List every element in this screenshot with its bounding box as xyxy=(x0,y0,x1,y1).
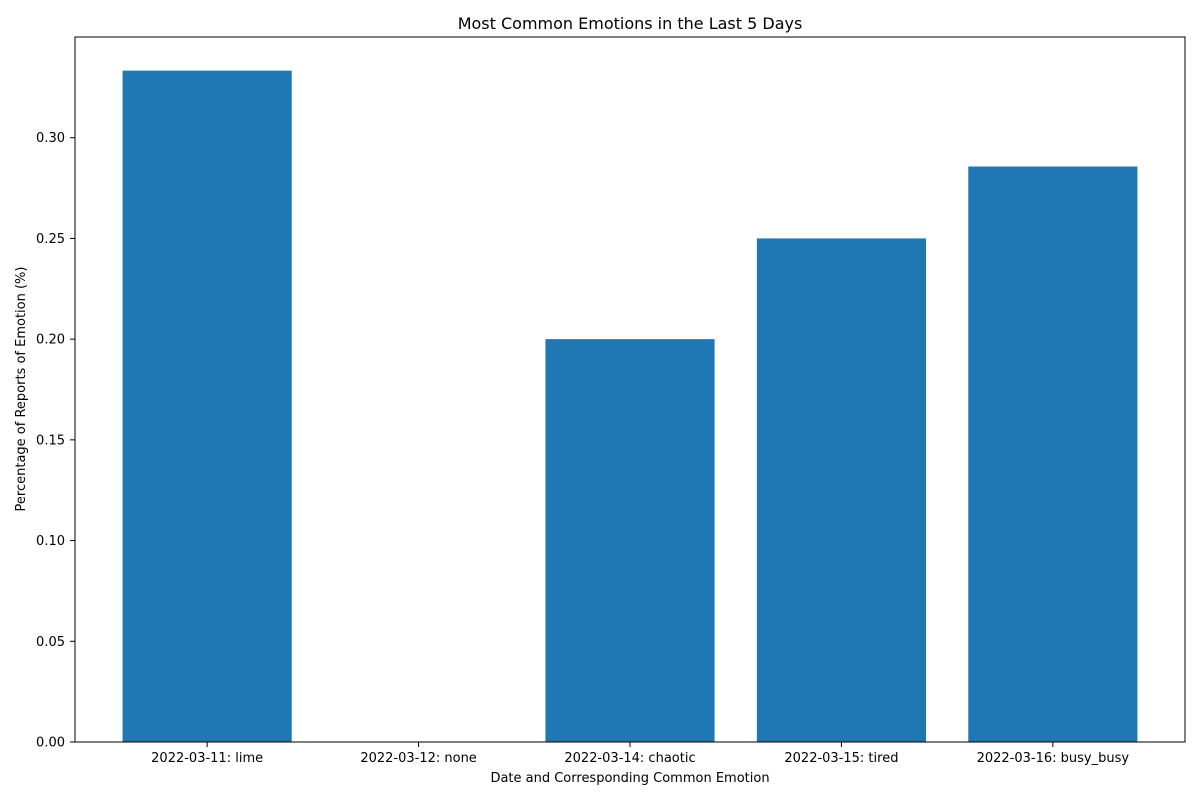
y-tick-label: 0.30 xyxy=(36,131,65,146)
x-axis-ticks: 2022-03-11: lime 2022-03-12: none 2022-03-… xyxy=(151,742,1129,766)
x-tick-label: 2022-03-12: none xyxy=(360,751,477,766)
x-tick-label: 2022-03-11: lime xyxy=(151,751,263,766)
y-tick-label: 0.10 xyxy=(36,534,65,549)
y-tick-label: 0.20 xyxy=(36,333,65,348)
chart-title: Most Common Emotions in the Last 5 Days xyxy=(458,14,803,33)
y-axis-label: Percentage of Reports of Emotion (%) xyxy=(14,267,29,512)
bar-3 xyxy=(756,238,926,742)
y-tick-label: 0.05 xyxy=(36,635,65,650)
bars-group xyxy=(122,70,1138,743)
y-tick-label: 0.15 xyxy=(36,433,65,448)
x-axis-label: Date and Corresponding Common Emotion xyxy=(490,771,769,786)
x-tick-label: 2022-03-16: busy_busy xyxy=(977,751,1130,766)
x-tick-label: 2022-03-15: tired xyxy=(784,751,898,766)
bar-2 xyxy=(545,339,715,742)
x-tick-label: 2022-03-14: chaotic xyxy=(564,751,695,766)
y-tick-label: 0.25 xyxy=(36,232,65,247)
plot-frame xyxy=(74,36,1186,743)
bar-4 xyxy=(968,166,1138,743)
bar-0 xyxy=(122,70,292,743)
y-axis-ticks: 0.00 0.05 0.10 0.15 0.20 0.25 0.30 xyxy=(36,131,75,751)
y-tick-label: 0.00 xyxy=(36,736,65,751)
